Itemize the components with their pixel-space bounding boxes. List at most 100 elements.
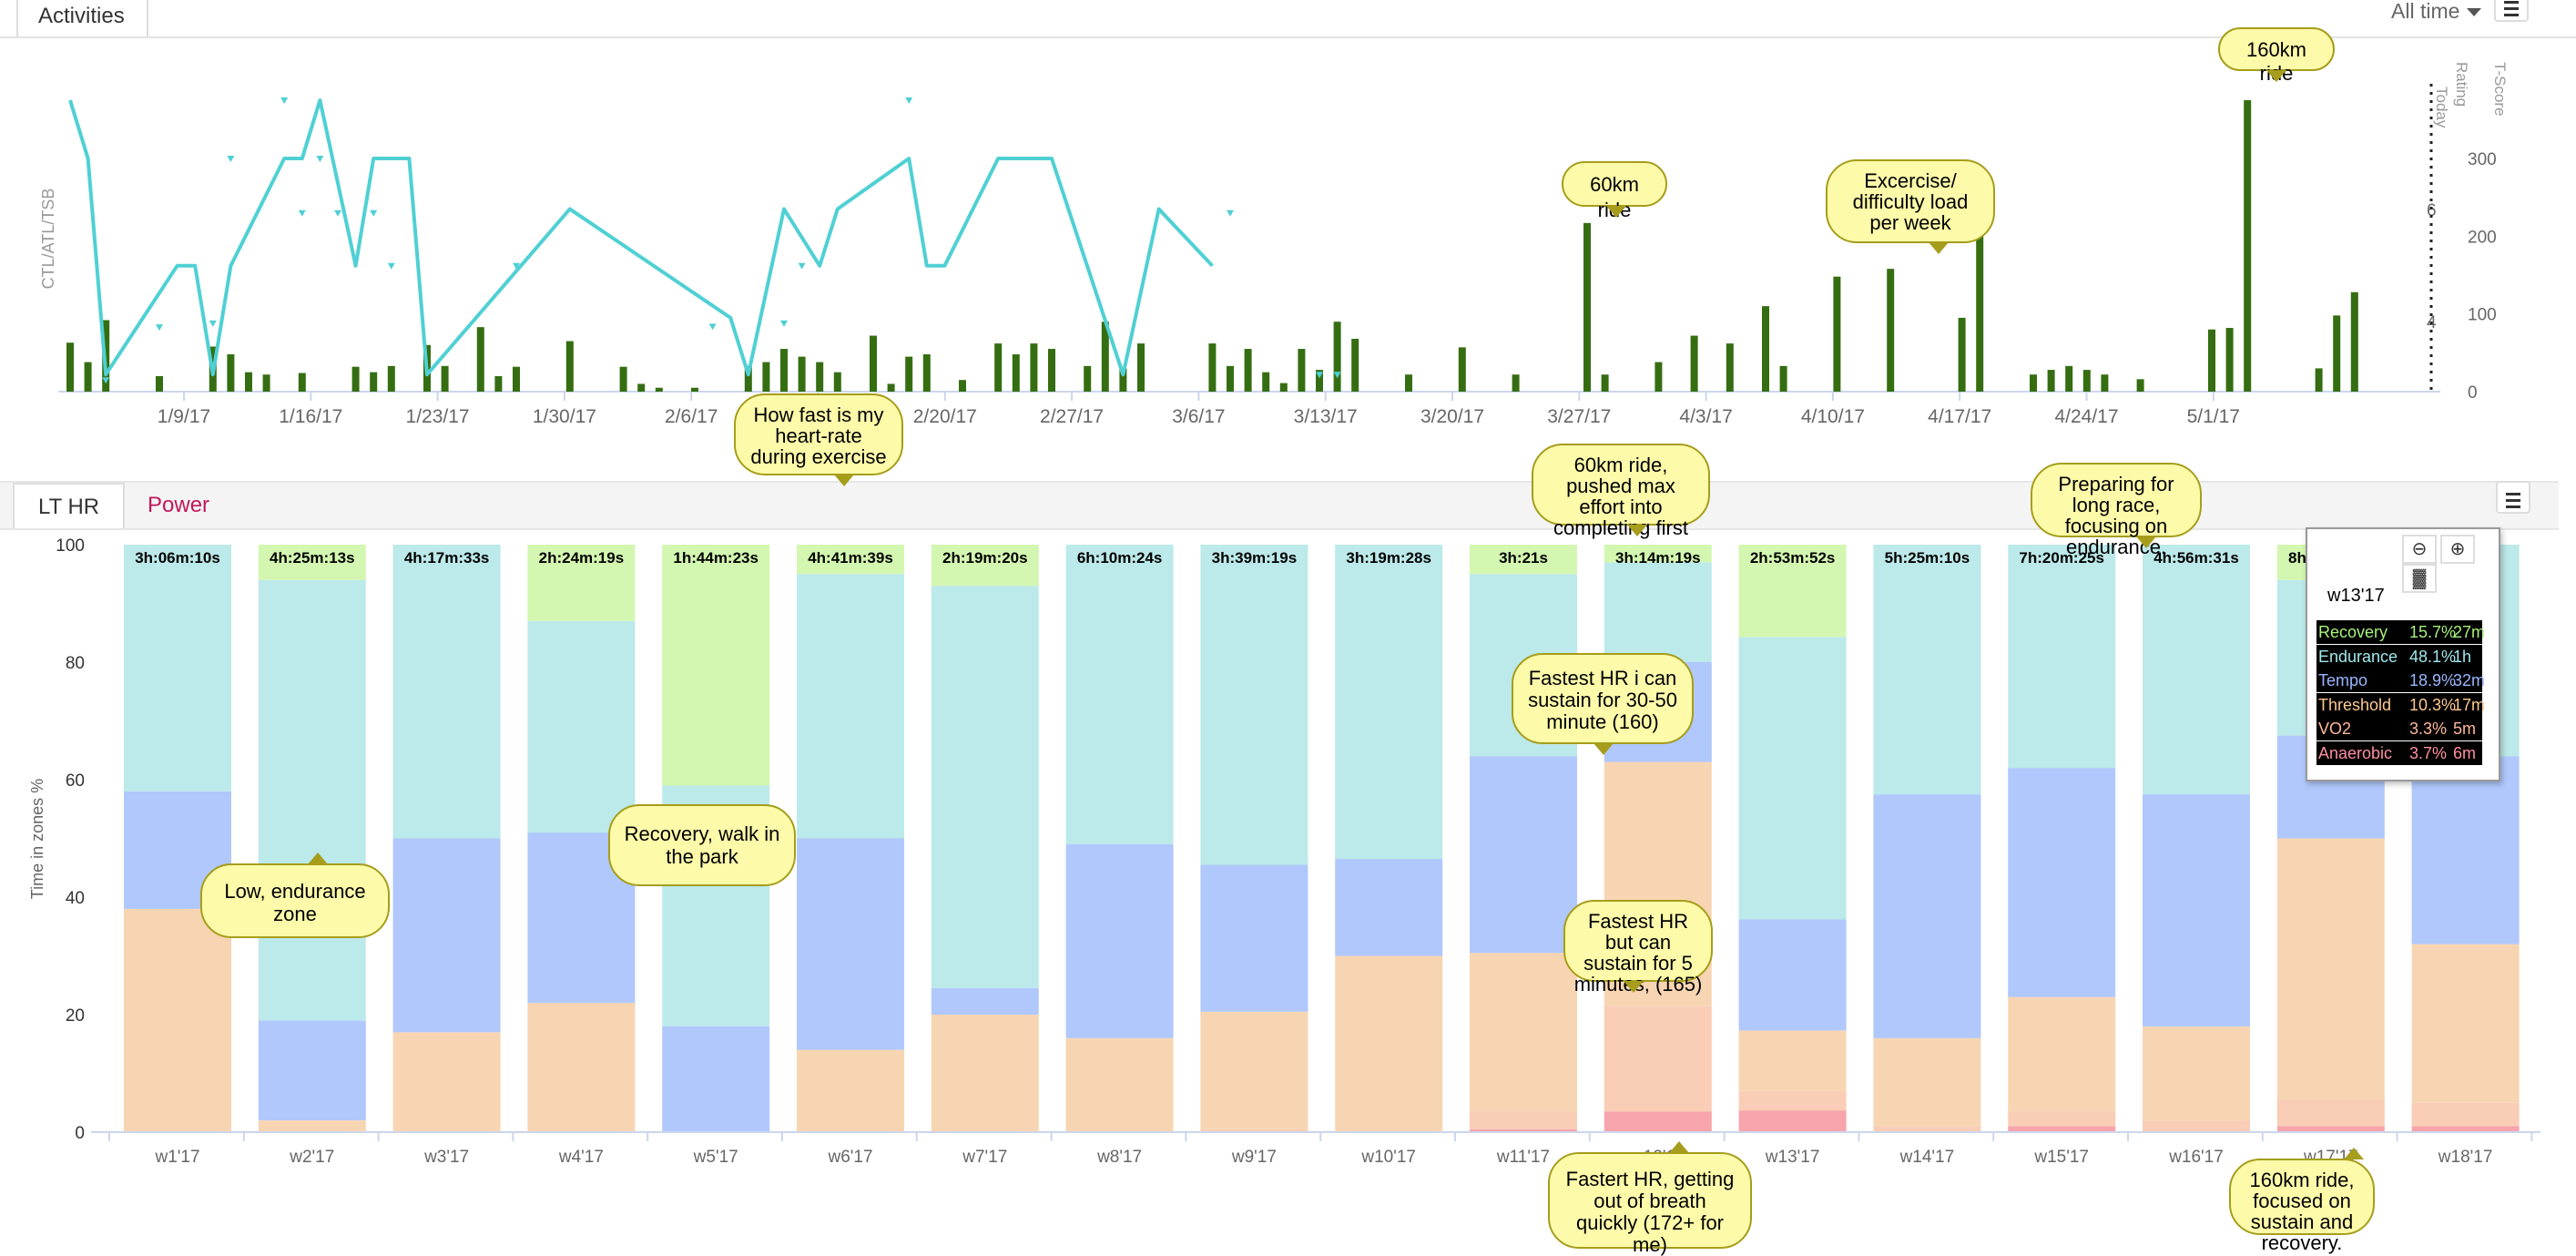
rating-marker: [156, 324, 163, 332]
load-bar: [994, 343, 1003, 392]
zone-segment: [1470, 953, 1577, 1112]
load-bar: [1227, 365, 1234, 392]
zone-segment: [392, 1032, 501, 1132]
load-bar: [2047, 370, 2055, 392]
zoom-out-icon[interactable]: ⊖: [2402, 535, 2437, 564]
rating-marker: [298, 209, 306, 217]
load-bar: [1458, 347, 1466, 392]
zone-segment: [1604, 1006, 1712, 1112]
zone-segment: [1470, 1111, 1577, 1129]
zone-percent: 3.7%: [2409, 743, 2448, 762]
tab-activities[interactable]: Activities: [16, 0, 148, 36]
chart-type-icon[interactable]: ▓: [2402, 564, 2437, 593]
zone-segment: [1470, 545, 1577, 575]
tooltip-title: w13'17: [2327, 586, 2385, 606]
duration-label: 3h:21s: [1499, 549, 1548, 567]
annotation-text: Excercise/ difficulty load per week: [1852, 169, 1969, 234]
fitness-chart: 1/9/171/16/171/23/171/30/172/6/172/13/17…: [39, 62, 2509, 427]
rating-marker: [209, 320, 217, 327]
zone-time: 1h: [2453, 647, 2472, 666]
load-bar: [1279, 383, 1288, 392]
zone-segment: [797, 838, 904, 1050]
load-bar: [1976, 232, 1984, 392]
load-bar: [619, 366, 627, 392]
duration-label: 7h:20m:25s: [2019, 549, 2104, 567]
tab-power[interactable]: Power: [148, 493, 210, 517]
annotation-text: 160km ride, focused on sustain and recov…: [2249, 1169, 2355, 1254]
zone-segment: [662, 545, 770, 786]
load-bar: [2082, 370, 2091, 392]
load-bar: [2350, 291, 2358, 392]
annotation-bubble: 160km ride, focused on sustain and recov…: [2229, 1148, 2375, 1253]
annotation-bubble: 60km ride, pushed max effort into comple…: [1532, 444, 1710, 538]
range-dropdown[interactable]: All time: [2391, 0, 2482, 22]
x-tick-label: 5/1/17: [2187, 406, 2240, 427]
load-bar: [513, 366, 520, 392]
x-tick-label: w14'17: [1899, 1148, 1955, 1167]
y-tick-label: 20: [66, 1006, 85, 1026]
load-bar: [387, 365, 395, 392]
zone-segment: [1738, 637, 1847, 920]
load-bar: [762, 362, 770, 392]
duration-label: 3h:06m:10s: [135, 549, 220, 567]
x-tick-label: w16'17: [2168, 1148, 2224, 1167]
load-bar: [637, 383, 646, 392]
x-tick-label: 2/27/17: [1040, 406, 1104, 427]
x-tick-label: 2/20/17: [913, 406, 977, 427]
load-bar: [1333, 322, 1341, 392]
load-bar: [1101, 322, 1109, 392]
x-tick-label: w8'17: [1096, 1148, 1142, 1167]
menu-icon[interactable]: [2496, 481, 2530, 514]
right-axis-label: Today: [2433, 87, 2450, 128]
zone-segment: [2143, 794, 2250, 1026]
rating-marker: [780, 320, 788, 327]
load-bar: [66, 342, 74, 392]
load-bar: [1958, 317, 1966, 392]
menu-icon[interactable]: [2494, 0, 2529, 22]
load-bar: [833, 372, 841, 392]
load-bar: [1262, 372, 1270, 392]
load-bar: [780, 349, 788, 392]
duration-label: 2h:19m:20s: [942, 549, 1028, 567]
zone-segment: [1738, 545, 1847, 638]
load-bar: [1351, 338, 1359, 392]
load-bar: [2065, 365, 2073, 392]
x-tick-label: w10'17: [1360, 1148, 1416, 1167]
zone-segment: [1065, 843, 1174, 1038]
annotation-bubble: Fastest HR but can sustain for 5 minutes…: [1563, 900, 1713, 995]
duration-label: 4h:25m:13s: [270, 549, 355, 567]
zone-segment: [2143, 1120, 2250, 1132]
zoom-in-icon[interactable]: ⊕: [2440, 535, 2475, 564]
load-bar: [298, 373, 306, 392]
load-bar: [2225, 328, 2234, 392]
y-tick-label: 0: [2468, 383, 2478, 403]
x-tick-label: 3/27/17: [1547, 406, 1611, 427]
load-bar: [1690, 335, 1698, 392]
y-tick-label: 100: [56, 536, 85, 556]
tab-lt-hr[interactable]: LT HR: [13, 483, 126, 528]
zone-segment: [1604, 562, 1712, 662]
zone-segment: [1738, 1110, 1847, 1132]
rating-marker: [708, 323, 717, 331]
rating-marker: [370, 209, 378, 217]
rating-marker: [1316, 372, 1323, 379]
load-bar: [2244, 100, 2252, 392]
annotation-bubble: Fastest HR i can sustain for 30-50 minut…: [1512, 653, 1694, 755]
x-tick-label: w11'17: [1496, 1148, 1550, 1167]
load-bar: [1405, 374, 1412, 392]
load-bar: [494, 375, 503, 392]
annotation-bubble: Low, endurance zone: [200, 853, 390, 938]
zone-segment: [797, 545, 904, 575]
rating-marker: [905, 97, 913, 104]
rating-marker: [316, 156, 324, 162]
load-bar: [1137, 343, 1145, 392]
load-bar: [84, 362, 92, 392]
annotation-bubble: Recovery, walk in the park: [608, 804, 796, 886]
duration-label: 3h:14m:19s: [1615, 549, 1701, 567]
duration-label: 6h:10m:24s: [1077, 549, 1163, 567]
x-tick-label: w3'17: [423, 1148, 469, 1167]
load-bar: [2101, 374, 2109, 392]
x-tick-label: w18'17: [2438, 1148, 2493, 1167]
zone-name: Anaerobic: [2318, 743, 2393, 762]
tooltip-row: Endurance 48.1% 1h: [2316, 644, 2482, 669]
